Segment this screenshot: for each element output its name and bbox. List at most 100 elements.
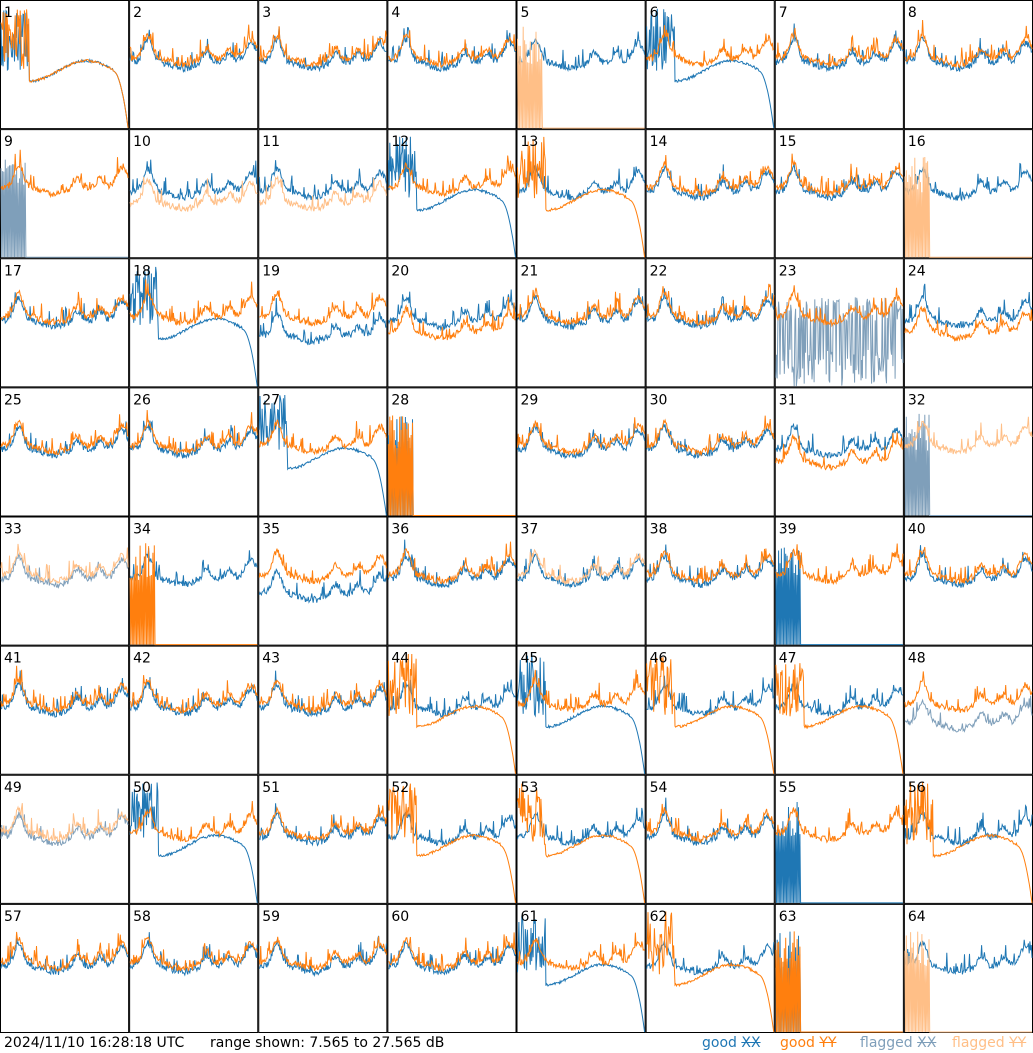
series-xx-line: [129, 266, 258, 387]
series-yy-line: [904, 931, 1032, 1033]
series-xx-line: [646, 675, 775, 718]
series-yy-line: [775, 543, 904, 586]
panel-label: 4: [391, 5, 400, 21]
legend-good-yy: good YY: [780, 1034, 836, 1052]
series-yy-line: [646, 803, 775, 844]
panel-label: 10: [133, 134, 151, 150]
panel-22: 22: [645, 258, 775, 388]
panel-9: 9: [0, 129, 130, 259]
panel-label: 61: [521, 909, 539, 925]
panel-frame: [129, 387, 259, 517]
panel-label: 6: [650, 5, 659, 21]
series-yy-line: [387, 783, 516, 903]
panel-18: 18: [129, 258, 259, 388]
panel-label: 37: [521, 522, 539, 538]
series-xx-line: [517, 165, 646, 201]
panel-label: 31: [779, 392, 797, 408]
panel-33: 33: [0, 516, 130, 646]
series-yy-line: [259, 290, 387, 327]
panel-label: 7: [779, 5, 788, 21]
series-xx-line: [258, 565, 387, 604]
panel-label: 52: [391, 780, 409, 796]
panel-frame: [516, 903, 646, 1033]
panel-24: 24: [903, 258, 1033, 388]
series-yy-line: [0, 414, 129, 455]
panel-label: 45: [521, 651, 539, 667]
panel-1: 1: [0, 0, 130, 130]
series-yy-line: [646, 548, 775, 584]
panel-label: 43: [262, 651, 280, 667]
series-yy-line: [646, 415, 775, 457]
legend-status: good: [702, 1035, 737, 1051]
panel-label: 21: [521, 263, 539, 279]
panel-frame: [387, 903, 517, 1033]
panel-25: 25: [0, 387, 130, 517]
series-yy-line: [129, 543, 258, 646]
panel-frame: [129, 774, 259, 904]
panel-label: 28: [391, 392, 409, 408]
panel-label: 64: [908, 909, 926, 925]
legend-pol: XX: [917, 1035, 937, 1051]
panel-label: 51: [262, 780, 280, 796]
panel-label: 1: [4, 5, 13, 21]
series-yy-line: [388, 30, 516, 68]
panel-44: 44: [387, 645, 517, 775]
series-yy-line: [258, 548, 387, 585]
series-xx-line: [129, 782, 258, 903]
series-xx-line: [0, 936, 129, 976]
series-xx-line: [258, 160, 387, 201]
series-yy-line: [0, 543, 129, 584]
panel-label: 29: [521, 392, 539, 408]
panel-label: 11: [262, 134, 280, 150]
series-xx-line: [517, 288, 646, 331]
series-yy-line: [258, 419, 387, 456]
panel-frame: [903, 774, 1033, 904]
panel-40: 40: [903, 516, 1033, 646]
series-yy-line: [904, 156, 1032, 258]
series-yy-line: [0, 149, 129, 199]
panel-56: 56: [903, 774, 1033, 904]
legend-pol: XX: [741, 1035, 761, 1051]
series-yy-line: [517, 417, 646, 455]
series-yy-line: [646, 656, 775, 774]
panel-label: 53: [521, 780, 539, 796]
panel-50: 50: [129, 774, 259, 904]
panel-3: 3: [258, 0, 388, 130]
panel-label: 5: [521, 5, 530, 21]
series-yy-line: [646, 154, 774, 197]
series-xx-line: [517, 548, 646, 589]
series-yy-line: [129, 800, 258, 843]
panel-label: 25: [4, 392, 22, 408]
series-xx-line: [775, 801, 903, 904]
panel-48: 48: [903, 645, 1033, 775]
panel-frame: [0, 645, 130, 775]
legend-pol: YY: [819, 1035, 837, 1051]
panel-frame: [258, 516, 388, 646]
panel-frame: [516, 516, 646, 646]
series-yy-line: [517, 783, 646, 903]
series-xx-line: [0, 553, 129, 589]
panel-23: 23: [774, 258, 904, 388]
panel-label: 32: [908, 392, 926, 408]
series-xx-line: [387, 539, 516, 589]
series-yy-line: [129, 177, 258, 212]
series-yy-line: [517, 932, 645, 972]
panel-label: 24: [908, 263, 926, 279]
series-yy-line: [387, 653, 516, 774]
panel-16: 16: [903, 129, 1033, 259]
panel-label: 40: [908, 522, 926, 538]
series-yy-line: [0, 9, 129, 129]
series-xx-line: [904, 939, 1033, 975]
series-yy-line: [904, 671, 1033, 713]
panel-14: 14: [645, 129, 775, 259]
panel-46: 46: [645, 645, 775, 775]
panel-label: 30: [650, 392, 668, 408]
panel-label: 14: [650, 134, 668, 150]
series-yy-line: [129, 936, 258, 972]
panel-39: 39: [774, 516, 904, 646]
series-yy-line: [0, 289, 129, 326]
panel-label: 23: [779, 263, 797, 279]
series-xx-line: [775, 547, 903, 646]
panel-36: 36: [387, 516, 517, 646]
